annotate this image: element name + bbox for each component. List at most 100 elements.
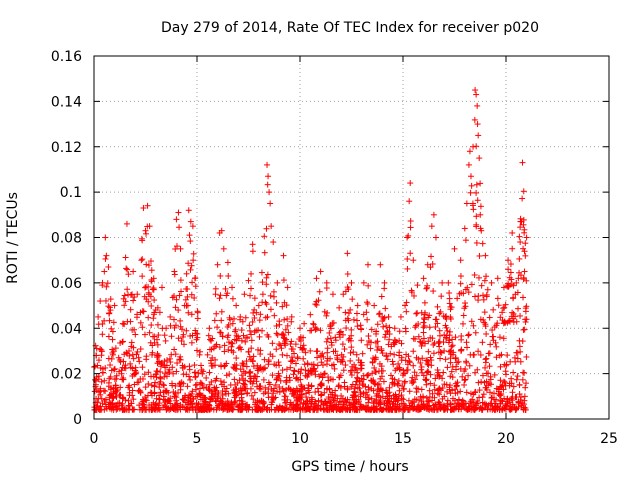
data-point <box>288 345 295 352</box>
data-point <box>463 358 470 365</box>
data-point <box>324 357 331 364</box>
data-point <box>442 313 449 320</box>
data-point <box>329 394 336 401</box>
data-point <box>439 375 446 382</box>
data-point <box>371 302 378 309</box>
data-point <box>194 393 201 400</box>
data-point <box>151 297 158 304</box>
y-tick-label: 0.08 <box>51 231 82 247</box>
data-point <box>117 340 124 347</box>
y-tick-label: 0.16 <box>51 49 82 65</box>
data-point <box>256 333 263 340</box>
data-point <box>475 132 482 139</box>
data-point <box>346 399 353 406</box>
data-point <box>344 250 351 257</box>
data-point <box>406 359 413 366</box>
data-point <box>467 400 474 407</box>
data-point <box>409 374 416 381</box>
data-point <box>449 387 456 394</box>
data-point <box>482 364 489 371</box>
data-point <box>276 321 283 328</box>
data-point <box>351 388 358 395</box>
data-point <box>231 336 238 343</box>
data-point <box>420 335 427 342</box>
data-point <box>294 401 301 408</box>
data-point <box>279 385 286 392</box>
data-point <box>354 374 361 381</box>
data-point <box>283 386 290 393</box>
data-point <box>283 366 290 373</box>
data-point <box>273 346 280 353</box>
data-point <box>403 299 410 306</box>
data-point <box>112 345 119 352</box>
data-point <box>146 329 153 336</box>
data-point <box>169 380 176 387</box>
data-point <box>177 353 184 360</box>
data-point <box>466 148 473 155</box>
data-point <box>107 361 114 368</box>
data-point <box>143 356 150 363</box>
data-point <box>371 380 378 387</box>
data-point <box>485 350 492 357</box>
data-point <box>379 350 386 357</box>
data-point <box>185 309 192 316</box>
data-point <box>271 385 278 392</box>
data-point <box>465 161 472 168</box>
data-point <box>464 284 471 291</box>
data-point <box>219 333 226 340</box>
data-point <box>423 357 430 364</box>
data-point <box>160 381 167 388</box>
data-point <box>263 274 270 281</box>
data-point <box>176 224 183 231</box>
data-point <box>243 363 250 370</box>
data-point <box>499 309 506 316</box>
data-point <box>474 121 481 128</box>
data-point <box>192 386 199 393</box>
data-point <box>223 385 230 392</box>
data-point <box>488 279 495 286</box>
data-point <box>136 358 143 365</box>
data-point <box>493 354 500 361</box>
data-point <box>515 275 522 282</box>
data-point <box>365 384 372 391</box>
data-point <box>251 295 258 302</box>
data-point <box>282 342 289 349</box>
data-point <box>97 298 104 305</box>
data-point <box>330 376 337 383</box>
data-point <box>173 406 180 413</box>
data-point <box>179 396 186 403</box>
data-point <box>460 320 467 327</box>
data-point <box>454 295 461 302</box>
data-point <box>206 325 213 332</box>
data-point <box>257 311 264 318</box>
data-point <box>475 379 482 386</box>
data-point <box>407 218 414 225</box>
data-point <box>261 400 268 407</box>
data-point <box>211 386 218 393</box>
data-point <box>142 384 149 391</box>
data-point <box>348 326 355 333</box>
data-point <box>367 345 374 352</box>
data-point <box>153 395 160 402</box>
data-point <box>508 281 515 288</box>
data-point <box>195 401 202 408</box>
data-point <box>324 345 331 352</box>
data-point <box>138 257 145 264</box>
data-point <box>476 252 483 259</box>
data-point <box>439 279 446 286</box>
data-point <box>389 358 396 365</box>
data-point <box>451 397 458 404</box>
data-point <box>517 224 524 231</box>
data-point <box>265 379 272 386</box>
data-point <box>214 404 221 411</box>
data-point <box>199 402 206 409</box>
data-point <box>306 389 313 396</box>
data-point <box>246 353 253 360</box>
data-point <box>424 368 431 375</box>
data-point <box>328 406 335 413</box>
data-point <box>519 159 526 166</box>
data-point <box>279 351 286 358</box>
data-point <box>372 339 379 346</box>
data-point <box>274 374 281 381</box>
data-point <box>345 310 352 317</box>
